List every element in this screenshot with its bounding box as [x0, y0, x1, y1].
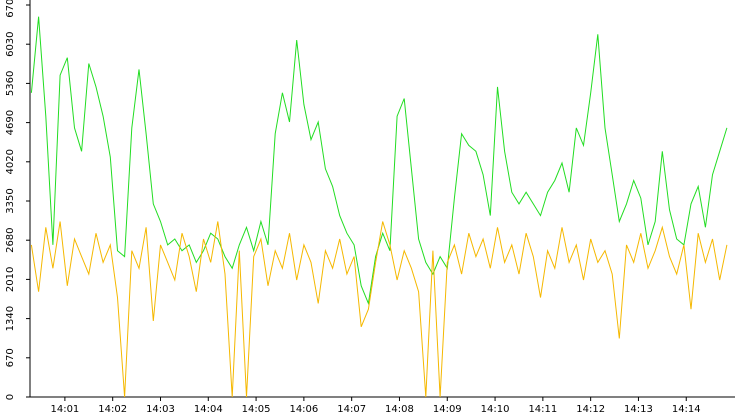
x-tick-label: 14:09 — [433, 404, 462, 415]
y-tick-label: 6700 — [5, 0, 16, 18]
x-tick-label: 14:10 — [481, 404, 510, 415]
x-tick-label: 14:07 — [337, 404, 366, 415]
x-tick-label: 14:03 — [146, 404, 175, 415]
y-tick-label: 1340 — [5, 306, 16, 331]
y-tick-label: 6030 — [5, 31, 16, 56]
y-tick-label: 0 — [5, 394, 16, 400]
x-tick-label: 14:08 — [385, 404, 414, 415]
x-tick-label: 14:11 — [528, 404, 557, 415]
y-tick-label: 4020 — [5, 149, 16, 174]
y-tick-label: 5360 — [5, 71, 16, 96]
y-tick-label: 4690 — [5, 110, 16, 135]
y-tick-label: 2010 — [5, 267, 16, 292]
series-line — [30, 16, 728, 306]
series-line — [30, 221, 728, 398]
y-tick-label: 2680 — [5, 227, 16, 252]
x-tick-label: 14:06 — [289, 404, 318, 415]
y-tick-label: 3350 — [5, 188, 16, 213]
x-tick-label: 14:01 — [50, 404, 79, 415]
y-tick-label: 670 — [5, 348, 16, 367]
x-tick-label: 14:12 — [576, 404, 605, 415]
x-tick-label: 14:04 — [194, 404, 223, 415]
x-tick-label: 14:02 — [98, 404, 127, 415]
x-tick-label: 14:05 — [242, 404, 271, 415]
x-tick-label: 14:14 — [672, 404, 701, 415]
x-tick-label: 14:13 — [624, 404, 653, 415]
